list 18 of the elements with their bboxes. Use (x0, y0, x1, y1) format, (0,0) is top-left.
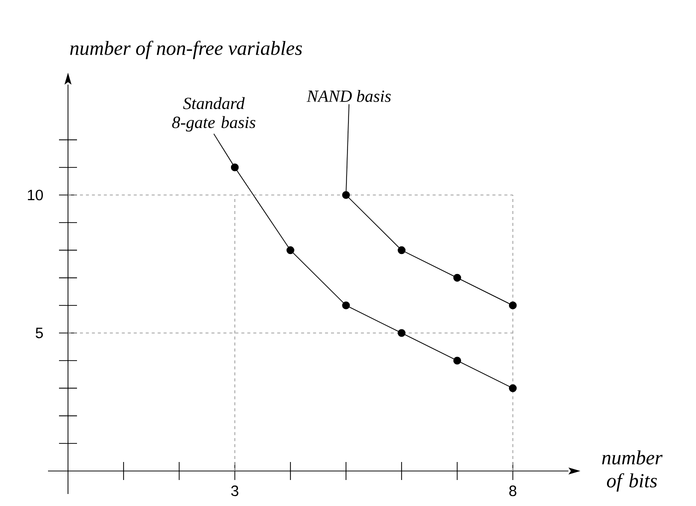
annotation: NAND basis (306, 90, 391, 102)
x-tick-label: 8 (509, 486, 516, 496)
point (230, 163, 239, 172)
point (398, 329, 406, 337)
point (453, 274, 462, 282)
x-tick-label: 3 (231, 486, 238, 496)
point (508, 302, 517, 310)
y-tick-label: 5 (36, 328, 43, 338)
annotation: Standard 8-gate basis (172, 97, 256, 132)
point (398, 246, 406, 254)
y-axis-title: number of non-free variables (70, 40, 302, 60)
point (286, 246, 294, 254)
y-tick-label: 10 (28, 190, 43, 200)
point (508, 384, 517, 392)
point (453, 356, 462, 364)
point (342, 302, 350, 310)
x-axis-title: number of bits (602, 450, 663, 492)
point (342, 191, 350, 199)
